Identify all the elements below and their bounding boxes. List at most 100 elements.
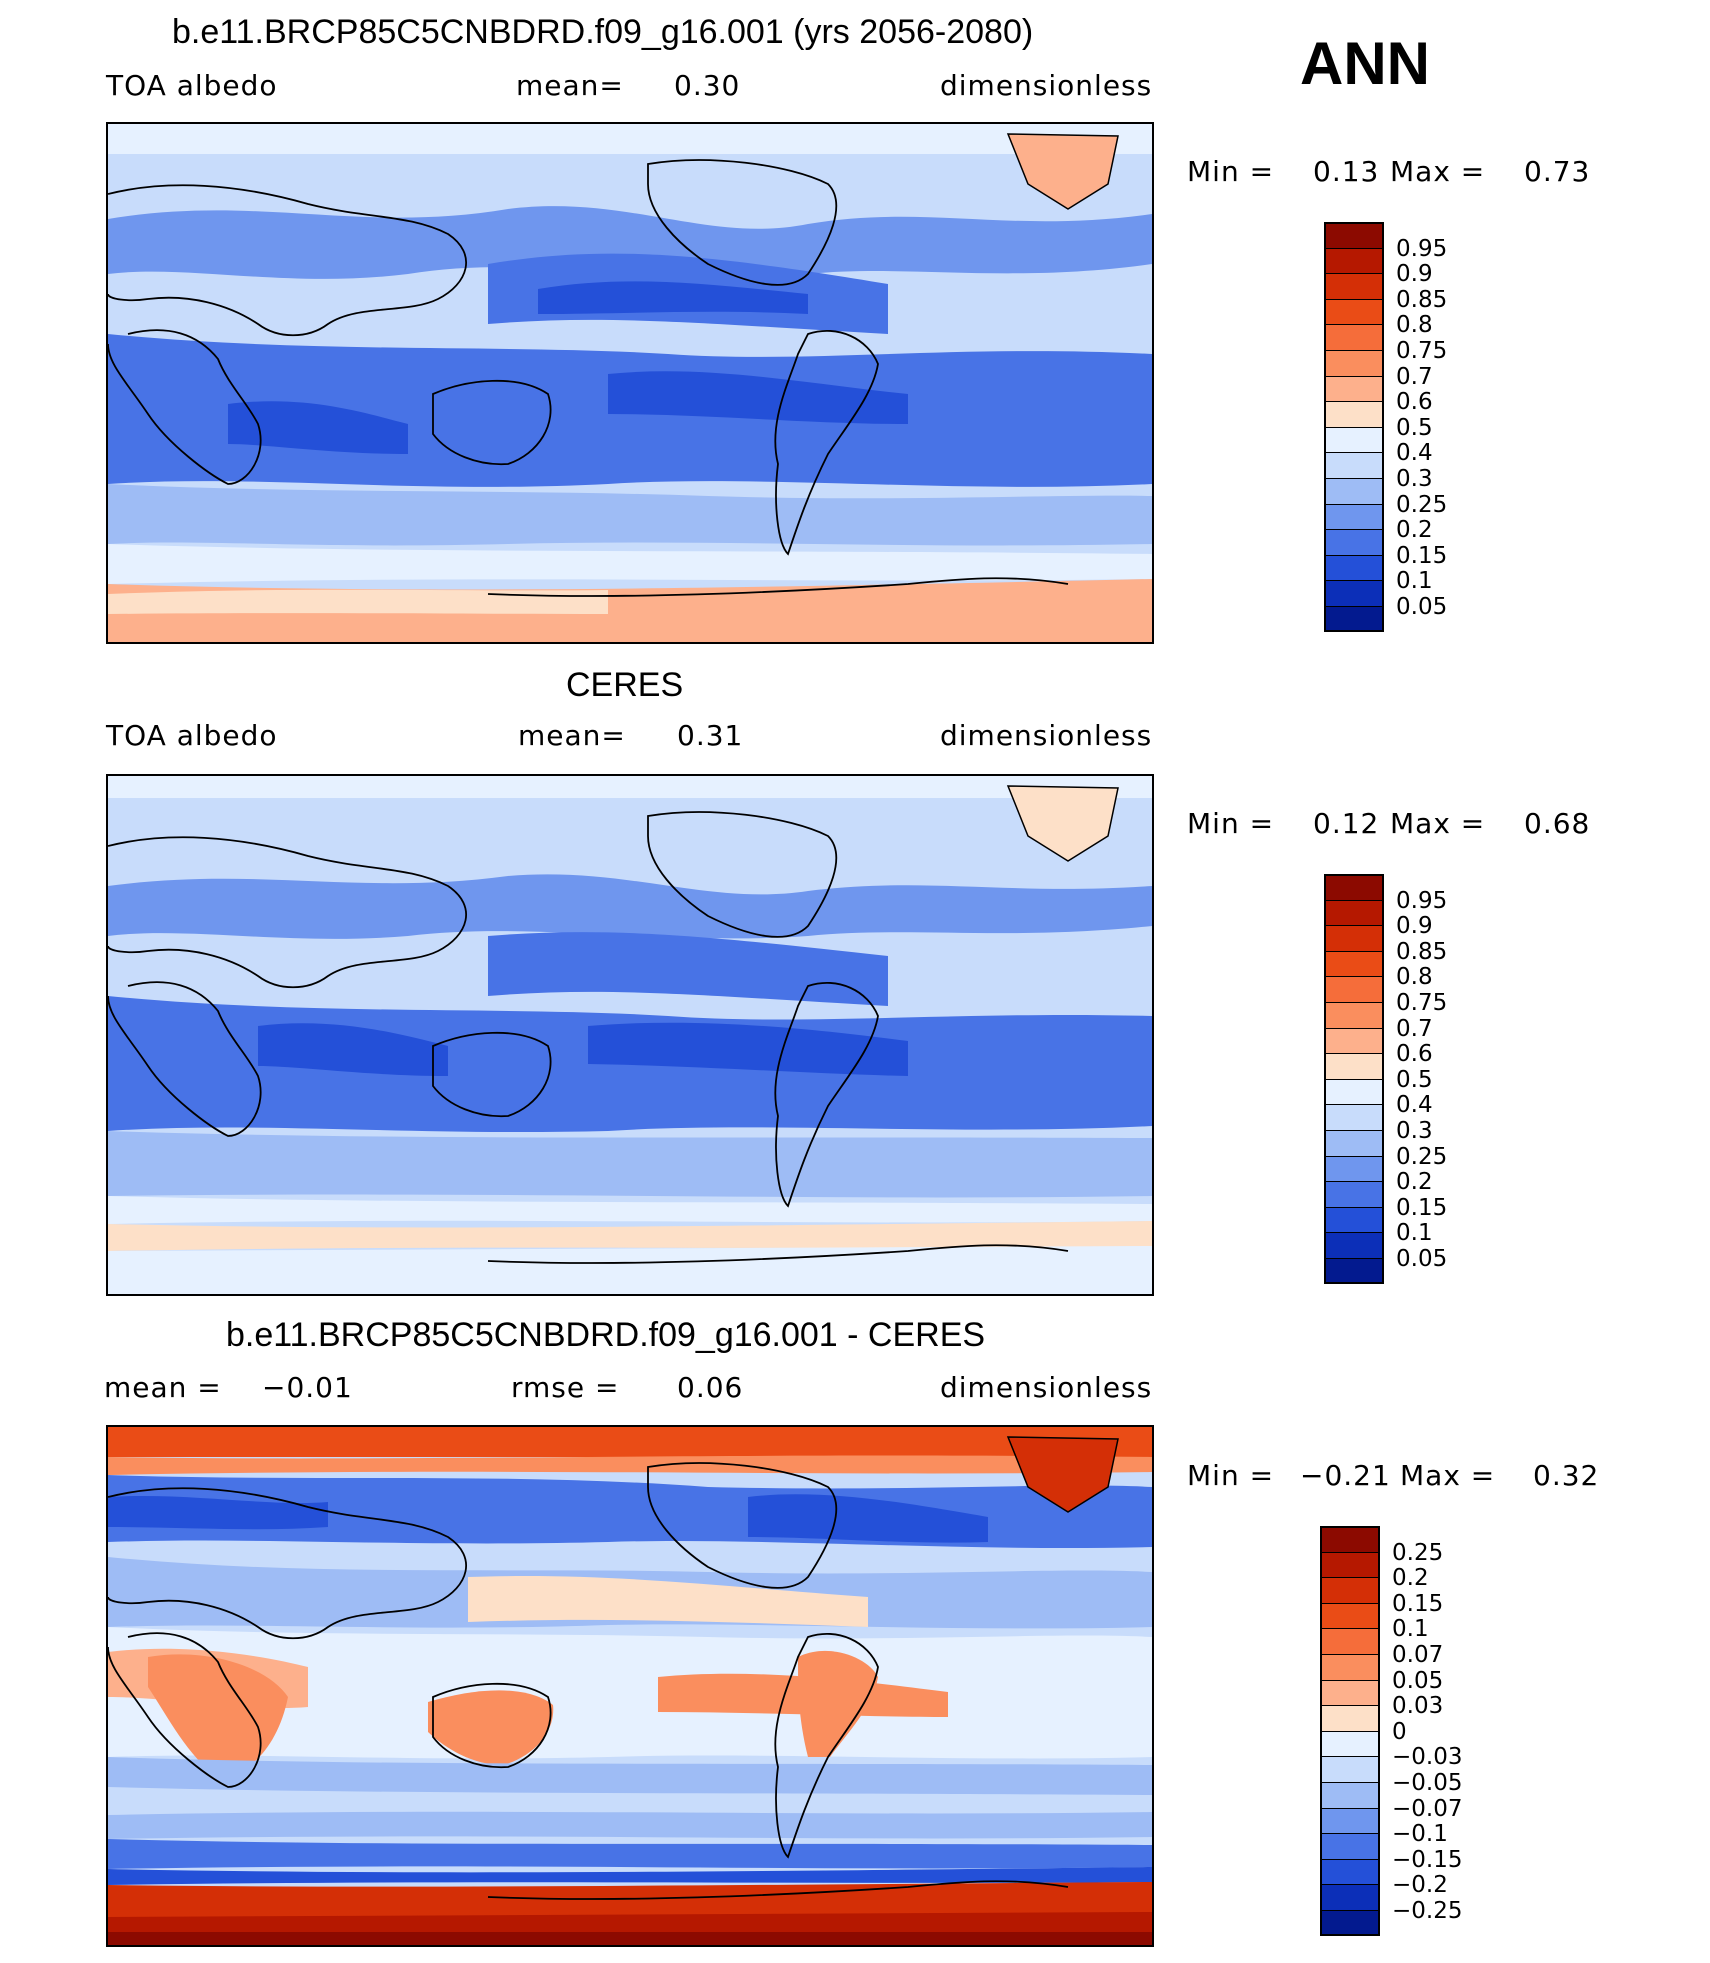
colorbar-tick-label: −0.05: [1392, 1770, 1463, 1796]
panel1-title: b.e11.BRCP85C5CNBDRD.f09_g16.001 (yrs 20…: [172, 13, 1034, 51]
colorbar-tick-label: 0.6: [1396, 1041, 1433, 1068]
panel1-min-label: Min =: [1187, 155, 1275, 188]
colorbar-tick-label: 0.2: [1392, 1565, 1429, 1592]
colorbar-tick-label: 0.2: [1396, 517, 1433, 544]
colorbar-tick-label: 0: [1392, 1718, 1407, 1745]
colorbar-tick-label: 0.75: [1396, 338, 1448, 364]
colorbar-swatch: [1324, 1002, 1384, 1028]
colorbar-swatch: [1324, 925, 1384, 951]
colorbar-tick-label: −0.07: [1392, 1795, 1463, 1822]
panel2-variable: TOA albedo: [106, 719, 278, 752]
colorbar-tick-label: 0.6: [1396, 389, 1433, 416]
colorbar-tick-label: 0.25: [1392, 1539, 1444, 1566]
colorbar-swatch: [1324, 273, 1384, 299]
panel2-max-label: Max =: [1390, 807, 1486, 840]
panel2-mean-value: 0.31: [677, 719, 744, 752]
colorbar-swatch: [1324, 554, 1384, 581]
panel2-min-value: 0.12: [1313, 807, 1380, 840]
colorbar-swatch: [1320, 1756, 1380, 1782]
colorbar-tick-label: 0.85: [1396, 286, 1448, 313]
colorbar-swatch: [1324, 452, 1384, 478]
colorbar-swatch: [1320, 1858, 1380, 1885]
colorbar-swatch: [1320, 1730, 1380, 1757]
colorbar-tick-label: 0.5: [1396, 1066, 1433, 1093]
panel1-max-label: Max =: [1390, 155, 1486, 188]
colorbar-swatch: [1324, 1155, 1384, 1182]
panel2-min-label: Min =: [1187, 807, 1275, 840]
colorbar-swatch: [1324, 1027, 1384, 1054]
colorbar-swatch: [1324, 401, 1384, 427]
panel1-mean-label: mean=: [516, 69, 624, 102]
season-label: ANN: [1300, 30, 1430, 97]
panel3-mean-value: −0.01: [262, 1371, 353, 1404]
colorbar-swatch: [1320, 1551, 1380, 1578]
panel3-colorbar: 0.25 0.2 0.15 0.1 0.07 0.05 0.03 0 −0.03 −0.05 −0.…: [1320, 1526, 1480, 1936]
panel3-units: dimensionless: [940, 1371, 1153, 1404]
colorbar-tick-label: 0.7: [1396, 363, 1433, 390]
colorbar-tick-label: 0.95: [1396, 235, 1448, 262]
colorbar-swatch: [1324, 1130, 1384, 1156]
colorbar-tick-label: 0.95: [1396, 887, 1448, 914]
colorbar-swatch: [1324, 1078, 1384, 1105]
panel1-units: dimensionless: [940, 69, 1153, 102]
colorbar-swatch: [1324, 375, 1384, 402]
colorbar-swatch: [1324, 874, 1384, 900]
colorbar-tick-label: 0.25: [1396, 1143, 1448, 1170]
colorbar-swatch: [1320, 1577, 1380, 1603]
colorbar-tick-label: 0.7: [1396, 1015, 1433, 1042]
colorbar-swatch: [1324, 298, 1384, 325]
colorbar-swatch: [1324, 899, 1384, 926]
panel1-map: [106, 122, 1154, 644]
colorbar-tick-label: 0.05: [1392, 1667, 1444, 1694]
colorbar-tick-label: 0.85: [1396, 938, 1448, 965]
panel3-max-label: Max =: [1400, 1459, 1496, 1492]
colorbar-tick-label: 0.4: [1396, 1092, 1433, 1119]
colorbar-swatch: [1324, 1104, 1384, 1130]
panel1-mean-value: 0.30: [674, 69, 741, 102]
colorbar-swatch: [1320, 1910, 1380, 1936]
colorbar-tick-label: 0.07: [1392, 1642, 1444, 1668]
colorbar-swatch: [1320, 1884, 1380, 1910]
panel1-colorbar: 0.95 0.9 0.85 0.8 0.75 0.7 0.6 0.5 0.4 0.3 0.25 0.2…: [1324, 222, 1484, 632]
colorbar-tick-label: −0.25: [1392, 1898, 1463, 1924]
colorbar-swatch: [1324, 324, 1384, 350]
colorbar-tick-label: 0.05: [1396, 1246, 1448, 1272]
panel3-mean-label: mean =: [104, 1371, 222, 1404]
colorbar-swatch: [1320, 1602, 1380, 1629]
colorbar-tick-label: 0.25: [1396, 491, 1448, 518]
colorbar-swatch: [1324, 350, 1384, 376]
colorbar-swatch: [1324, 529, 1384, 555]
colorbar-tick-label: 0.4: [1396, 440, 1433, 467]
colorbar-tick-label: −0.1: [1392, 1821, 1448, 1848]
colorbar-swatch: [1324, 426, 1384, 453]
colorbar-tick-label: 0.05: [1396, 594, 1448, 620]
colorbar-swatch: [1324, 478, 1384, 504]
colorbar-tick-label: 0.15: [1396, 542, 1448, 569]
colorbar-tick-label: 0.8: [1396, 312, 1433, 339]
colorbar-tick-label: 0.9: [1396, 913, 1433, 940]
colorbar-tick-label: 0.75: [1396, 990, 1448, 1016]
colorbar-tick-label: −0.15: [1392, 1846, 1463, 1873]
panel3-rmse-value: 0.06: [677, 1371, 744, 1404]
colorbar-swatch: [1320, 1628, 1380, 1654]
colorbar-tick-label: 0.8: [1396, 964, 1433, 991]
panel2-units: dimensionless: [940, 719, 1153, 752]
colorbar-tick-label: 0.15: [1392, 1590, 1444, 1617]
colorbar-tick-label: 0.2: [1396, 1169, 1433, 1196]
colorbar-swatch: [1324, 1181, 1384, 1207]
panel3-title: b.e11.BRCP85C5CNBDRD.f09_g16.001 - CERES: [226, 1316, 986, 1354]
colorbar-swatch: [1324, 1232, 1384, 1258]
colorbar-tick-label: 0.3: [1396, 1118, 1433, 1144]
colorbar-tick-label: −0.2: [1392, 1872, 1448, 1899]
colorbar-swatch: [1324, 976, 1384, 1002]
panel3-min-value: −0.21: [1300, 1459, 1391, 1492]
colorbar-tick-label: 0.03: [1392, 1693, 1444, 1720]
colorbar-swatch: [1324, 1258, 1384, 1284]
colorbar-tick-label: 0.3: [1396, 466, 1433, 492]
panel3-min-label: Min =: [1187, 1459, 1275, 1492]
colorbar-swatch: [1324, 950, 1384, 977]
colorbar-swatch: [1320, 1654, 1380, 1680]
colorbar-swatch: [1320, 1833, 1380, 1859]
panel2-title: CERES: [566, 666, 684, 704]
